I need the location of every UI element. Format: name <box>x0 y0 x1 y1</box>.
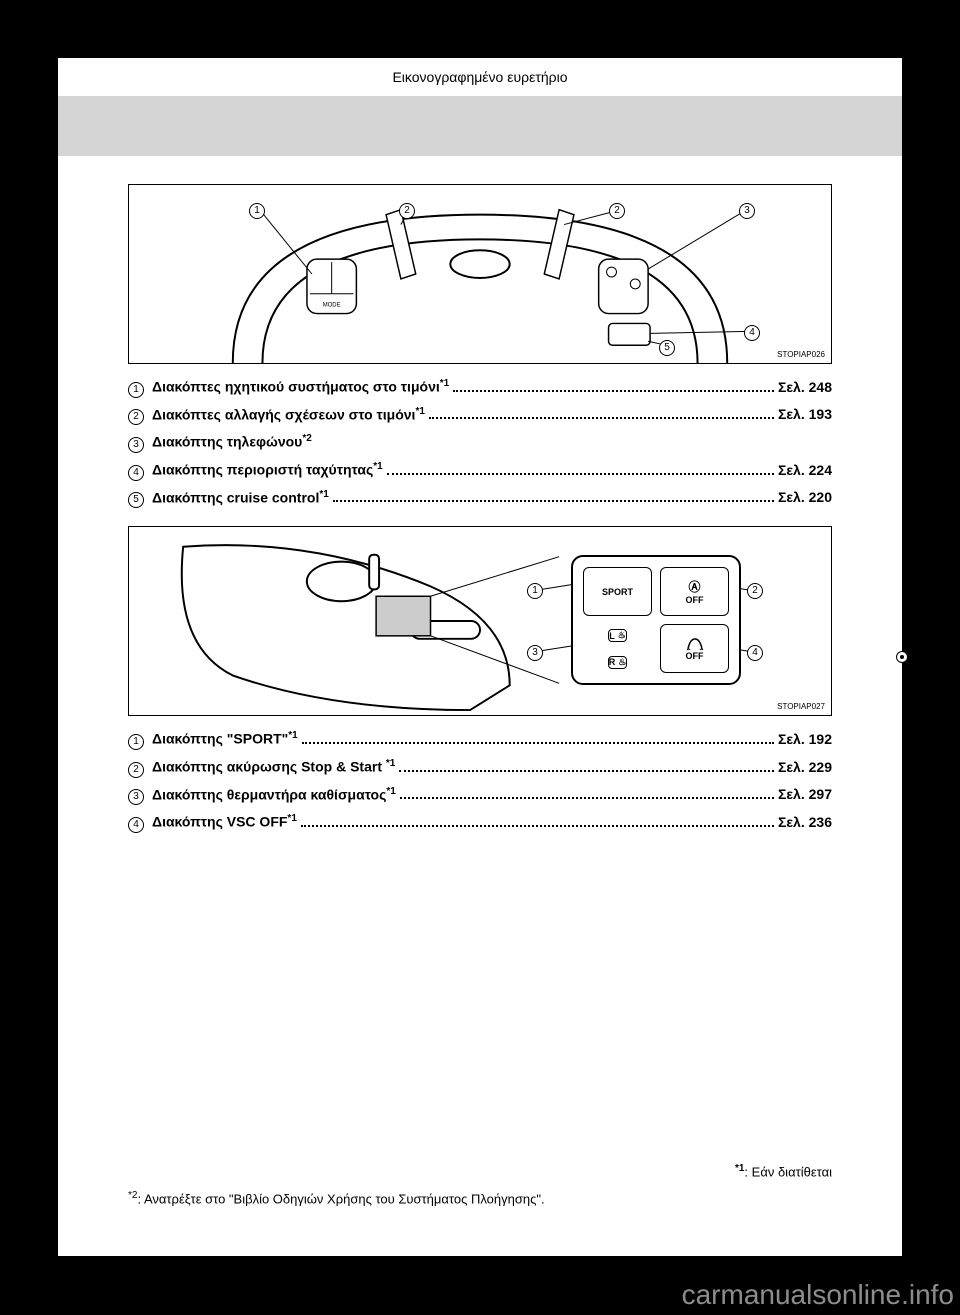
entry-label: Διακόπτης cruise control*1 <box>152 489 329 506</box>
callout-3: 3 <box>739 203 755 219</box>
entry-superscript: *1 <box>386 758 395 769</box>
entry-label: Διακόπτες ηχητικού συστήματος στο τιμόνι… <box>152 378 449 395</box>
index-entry: 2 Διακόπτης ακύρωσης Stop & Start *1 Σελ. … <box>128 758 832 778</box>
entry-number-icon: 1 <box>128 734 144 750</box>
footnote-1: *1: Εάν διατίθεται <box>128 1163 832 1179</box>
index-entry: 1 Διακόπτες ηχητικού συστήματος στο τιμόν… <box>128 378 832 398</box>
entry-label: Διακόπτες αλλαγής σχέσεων στο τιμόνι*1 <box>152 406 425 423</box>
steering-wheel-illustration: MODE <box>129 185 831 363</box>
index-list-2: 1 Διακόπτης "SPORT"*1 Σελ. 192 2 Διακόπτης α… <box>128 730 832 833</box>
entry-label: Διακόπτης VSC OFF*1 <box>152 813 297 830</box>
entry-page: Σελ. 248 <box>778 379 832 395</box>
sport-button-icon: SPORT <box>583 567 652 616</box>
index-list-1: 1 Διακόπτες ηχητικού συστήματος στο τιμόν… <box>128 378 832 508</box>
header-sub-bar <box>58 96 902 156</box>
entry-label: Διακόπτης ακύρωσης Stop & Start *1 <box>152 758 395 775</box>
entry-superscript: *1 <box>373 461 382 472</box>
entry-label: Διακόπτης τηλεφώνου*2 <box>152 433 312 450</box>
diagram-steering-wheel: MODE 1 2 2 3 4 <box>128 184 832 364</box>
callout-4: 4 <box>744 325 760 341</box>
page-header: Εικονογραφημένο ευρετήριο <box>58 58 902 96</box>
leader-dots <box>387 467 774 475</box>
crop-mark-bottom-right <box>890 1244 904 1258</box>
manual-page: Εικονογραφημένο ευρετήριο MODE <box>58 58 902 1256</box>
entry-page: Σελ. 297 <box>778 786 832 802</box>
crop-mark-top-right <box>890 56 904 70</box>
leader-dots <box>302 736 774 744</box>
diagram-console-buttons: SPORT Ⓐ OFF L♨ R♨ OFF 1 2 3 4 STOPIAP027 <box>128 526 832 716</box>
callout-1: 1 <box>249 203 265 219</box>
entry-superscript: *1 <box>319 489 328 500</box>
entry-number-icon: 4 <box>128 817 144 833</box>
entry-page: Σελ. 220 <box>778 489 832 505</box>
entry-label: Διακόπτης περιοριστή ταχύτητας*1 <box>152 461 383 478</box>
leader-dots <box>399 764 774 772</box>
entry-superscript: *1 <box>415 406 424 417</box>
diagram-code: STOPIAP027 <box>777 702 825 711</box>
entry-number-icon: 4 <box>128 465 144 481</box>
callout-2b: 2 <box>609 203 625 219</box>
leader-dots <box>400 791 774 799</box>
entry-superscript: *1 <box>386 786 395 797</box>
entry-superscript: *2 <box>302 433 311 444</box>
index-entry: 3 Διακόπτης τηλεφώνου*2 <box>128 433 832 453</box>
footnote-2: *2: Ανατρέξτε στο "Βιβλίο Οδηγιών Χρήσης… <box>128 1190 832 1206</box>
callout-5: 5 <box>659 340 675 356</box>
entry-number-icon: 1 <box>128 382 144 398</box>
entry-number-icon: 2 <box>128 409 144 425</box>
leader-dots <box>453 384 774 392</box>
svg-text:MODE: MODE <box>323 303 341 309</box>
header-title: Εικονογραφημένο ευρετήριο <box>392 69 567 85</box>
entry-label: Διακόπτης θερμαντήρα καθίσματος*1 <box>152 786 396 803</box>
index-entry: 2 Διακόπτες αλλαγής σχέσεων στο τιμόνι*1 Σ… <box>128 406 832 426</box>
watermark: carmanualsonline.info <box>676 1275 960 1315</box>
index-entry: 3 Διακόπτης θερμαντήρα καθίσματος*1 Σελ. 2… <box>128 786 832 806</box>
entry-label: Διακόπτης "SPORT"*1 <box>152 730 298 747</box>
diagram-code: STOPIAP026 <box>777 350 825 359</box>
index-entry: 4 Διακόπτης περιοριστή ταχύτητας*1 Σελ. 22… <box>128 461 832 481</box>
vsc-off-button-icon: OFF <box>660 624 729 673</box>
seat-heater-button-icon: L♨ R♨ <box>583 624 652 673</box>
entry-number-icon: 5 <box>128 492 144 508</box>
index-entry: 5 Διακόπτης cruise control*1 Σελ. 220 <box>128 489 832 509</box>
registration-mark <box>896 651 908 663</box>
entry-page: Σελ. 193 <box>778 406 832 422</box>
stop-start-off-button-icon: Ⓐ OFF <box>660 567 729 616</box>
entry-number-icon: 3 <box>128 789 144 805</box>
entry-superscript: *1 <box>287 813 296 824</box>
entry-number-icon: 2 <box>128 762 144 778</box>
button-panel: SPORT Ⓐ OFF L♨ R♨ OFF <box>571 555 741 685</box>
footnotes: *1: Εάν διατίθεται *2: Ανατρέξτε στο "Βι… <box>128 1153 832 1206</box>
entry-number-icon: 3 <box>128 437 144 453</box>
entry-superscript: *1 <box>440 378 449 389</box>
entry-page: Σελ. 224 <box>778 462 832 478</box>
index-entry: 4 Διακόπτης VSC OFF*1 Σελ. 236 <box>128 813 832 833</box>
leader-dots <box>429 411 774 419</box>
content-area: MODE 1 2 2 3 4 <box>58 156 902 833</box>
entry-superscript: *1 <box>288 730 297 741</box>
index-entry: 1 Διακόπτης "SPORT"*1 Σελ. 192 <box>128 730 832 750</box>
callout-2a: 2 <box>399 203 415 219</box>
leader-dots <box>333 494 774 502</box>
entry-page: Σελ. 192 <box>778 731 832 747</box>
leader-dots <box>301 819 774 827</box>
entry-page: Σελ. 229 <box>778 759 832 775</box>
entry-page: Σελ. 236 <box>778 814 832 830</box>
